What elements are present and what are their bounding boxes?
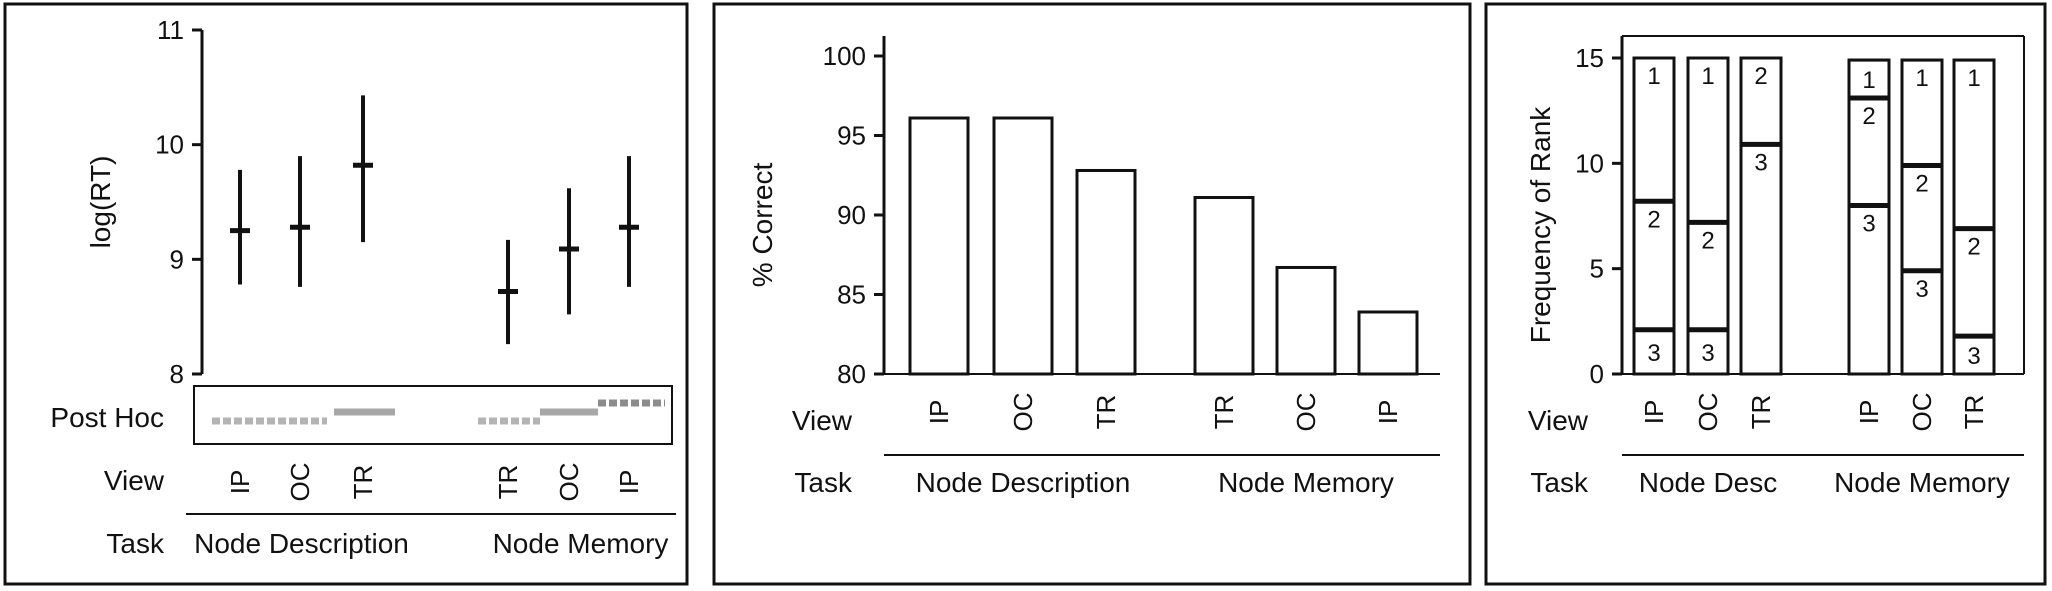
y-tick-label: 90 bbox=[837, 200, 866, 230]
bar-segment bbox=[1739, 56, 1783, 146]
bar bbox=[1357, 310, 1419, 376]
panel-frame-rt bbox=[3, 2, 689, 586]
segment-rank-label: 3 bbox=[1647, 340, 1660, 367]
bar bbox=[908, 116, 970, 376]
view-tick-label: OC bbox=[554, 463, 584, 502]
task-group-label: Node Memory bbox=[1834, 467, 2010, 498]
task-group-label: Node Description bbox=[194, 528, 409, 559]
y-tick-label: 95 bbox=[837, 121, 866, 151]
segment-rank-label: 1 bbox=[1647, 63, 1660, 90]
view-tick-label: OC bbox=[1291, 393, 1321, 432]
task-group-label: Node Memory bbox=[1218, 467, 1394, 498]
task-row-label: Task bbox=[1530, 467, 1589, 498]
view-tick-label: TR bbox=[348, 465, 378, 500]
view-tick-label: IP bbox=[225, 470, 255, 495]
bar-segment bbox=[1686, 220, 1730, 332]
view-tick-label: OC bbox=[1693, 393, 1723, 432]
bar-segment bbox=[1847, 203, 1891, 376]
bar-segment bbox=[1900, 58, 1944, 167]
segment-rank-label: 3 bbox=[1967, 343, 1980, 370]
view-tick-label: OC bbox=[1008, 393, 1038, 432]
segment-rank-label: 3 bbox=[1754, 149, 1767, 176]
bar-segment bbox=[1739, 142, 1783, 376]
segment-rank-label: 2 bbox=[1862, 103, 1875, 130]
segment-rank-label: 1 bbox=[1862, 67, 1875, 94]
view-tick-label: IP bbox=[1373, 400, 1403, 425]
y-tick-label: 85 bbox=[837, 280, 866, 310]
view-row-label: View bbox=[1528, 405, 1589, 436]
y-tick-label: 5 bbox=[1590, 254, 1604, 284]
segment-rank-label: 3 bbox=[1915, 276, 1928, 303]
y-tick-label: 9 bbox=[170, 244, 184, 274]
y-tick-label: 8 bbox=[170, 359, 184, 389]
bar-segment bbox=[1952, 334, 1996, 376]
bar bbox=[1193, 196, 1255, 376]
view-tick-label: TR bbox=[493, 465, 523, 500]
y-axis-label: % Correct bbox=[747, 163, 778, 288]
bar bbox=[992, 116, 1054, 376]
view-tick-label: IP bbox=[1854, 400, 1884, 425]
task-group-label: Node Desc bbox=[1639, 467, 1778, 498]
bar-segment bbox=[1847, 58, 1891, 100]
segment-rank-label: 3 bbox=[1701, 340, 1714, 367]
post-hoc-box bbox=[193, 385, 673, 445]
rank-frequency-chart: 0 5 10 15 Frequency of Rank 3 2 1 IP 3 2 1 OC 3 2 TR 3 2 1… bbox=[1525, 35, 2025, 498]
task-group-label: Node Memory bbox=[493, 528, 669, 559]
bar-segment bbox=[1632, 328, 1676, 376]
rt-chart: 8 9 10 11 log(RT) IP OC TR TR OC IP Post Hoc View Tas… bbox=[50, 15, 676, 559]
view-tick-label: IP bbox=[614, 470, 644, 495]
y-tick-label: 100 bbox=[823, 41, 866, 71]
post-hoc-row-label: Post Hoc bbox=[50, 402, 164, 433]
y-tick-label: 0 bbox=[1590, 359, 1604, 389]
task-group-label: Node Description bbox=[916, 467, 1131, 498]
segment-rank-label: 2 bbox=[1701, 227, 1714, 254]
bar-segment bbox=[1632, 56, 1676, 203]
y-tick-label: 80 bbox=[837, 359, 866, 389]
segment-rank-label: 2 bbox=[1915, 170, 1928, 197]
view-row-label: View bbox=[104, 465, 165, 496]
view-tick-label: IP bbox=[1639, 400, 1669, 425]
view-tick-label: TR bbox=[1209, 395, 1239, 430]
segment-rank-label: 2 bbox=[1967, 234, 1980, 261]
task-row-label: Task bbox=[106, 528, 165, 559]
bar-segment bbox=[1952, 58, 1996, 231]
view-tick-label: IP bbox=[924, 400, 954, 425]
segment-rank-label: 1 bbox=[1701, 63, 1714, 90]
bar bbox=[1075, 168, 1137, 376]
bar-segment bbox=[1632, 199, 1676, 332]
segment-rank-label: 1 bbox=[1915, 65, 1928, 92]
y-tick-label: 10 bbox=[1575, 148, 1604, 178]
segment-rank-label: 3 bbox=[1862, 210, 1875, 237]
bar-segment bbox=[1900, 269, 1944, 376]
segment-rank-label: 1 bbox=[1967, 65, 1980, 92]
view-tick-label: TR bbox=[1746, 395, 1776, 430]
percent-correct-chart: 80 85 90 95 100 % Correct IP OC TR TR OC IP View Task… bbox=[747, 36, 1440, 498]
segment-rank-label: 2 bbox=[1647, 206, 1660, 233]
bar bbox=[1275, 265, 1337, 376]
segment-rank-label: 2 bbox=[1754, 63, 1767, 90]
y-tick-label: 11 bbox=[157, 15, 184, 45]
view-row-label: View bbox=[792, 405, 853, 436]
y-axis-label: log(RT) bbox=[85, 156, 116, 249]
y-tick-label: 10 bbox=[155, 130, 184, 160]
y-axis-label: Frequency of Rank bbox=[1525, 106, 1556, 344]
view-tick-label: TR bbox=[1959, 395, 1989, 430]
view-tick-label: OC bbox=[1907, 393, 1937, 432]
task-row-label: Task bbox=[794, 467, 853, 498]
y-tick-label: 15 bbox=[1575, 43, 1604, 73]
view-tick-label: OC bbox=[285, 463, 315, 502]
view-tick-label: TR bbox=[1091, 395, 1121, 430]
